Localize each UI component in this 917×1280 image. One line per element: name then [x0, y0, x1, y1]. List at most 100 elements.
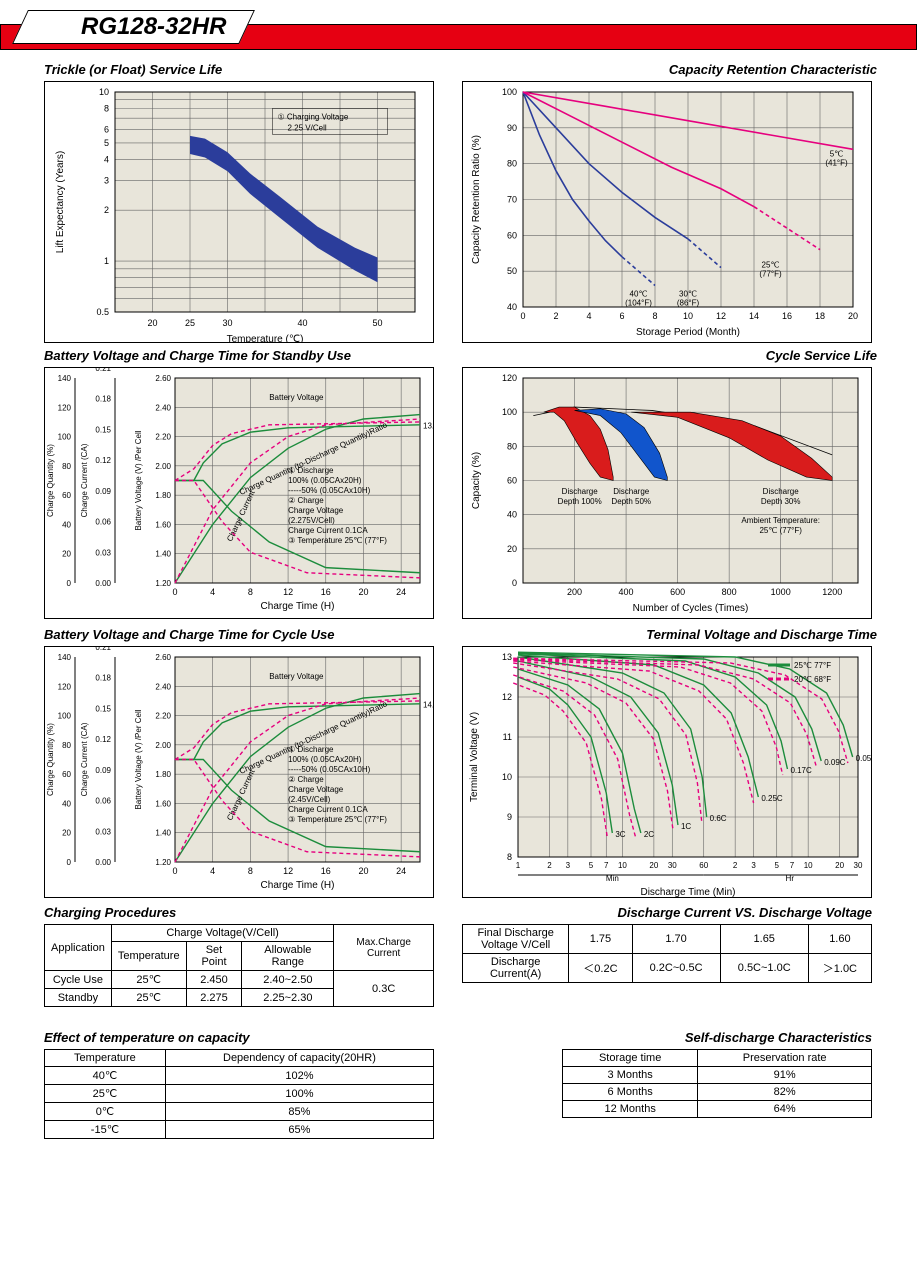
panel-selfd: Self-discharge Characteristics Storage t…	[562, 1030, 872, 1118]
svg-text:100: 100	[502, 407, 517, 417]
svg-text:60: 60	[62, 770, 71, 779]
svg-text:14: 14	[749, 311, 759, 321]
svg-text:25℃: 25℃	[762, 261, 780, 270]
svg-text:6: 6	[619, 311, 624, 321]
panel-cyclelife: Cycle Service Life 200400600800100012000…	[462, 348, 877, 619]
svg-text:Charge Time (H): Charge Time (H)	[261, 601, 335, 612]
svg-text:1.40: 1.40	[155, 550, 171, 559]
svg-text:30: 30	[222, 318, 232, 328]
svg-text:40: 40	[62, 799, 71, 808]
svg-text:Discharge: Discharge	[562, 487, 599, 496]
model-label: RG128-32HR	[81, 13, 226, 41]
svg-text:0.15: 0.15	[95, 425, 111, 434]
title-trickle: Trickle (or Float) Service Life	[44, 62, 439, 77]
svg-text:4: 4	[210, 587, 215, 597]
svg-text:0.18: 0.18	[95, 395, 111, 404]
svg-text:Depth 30%: Depth 30%	[761, 497, 801, 506]
svg-text:10: 10	[618, 861, 627, 870]
svg-text:50: 50	[507, 266, 517, 276]
svg-text:120: 120	[58, 403, 72, 412]
svg-text:2C: 2C	[644, 830, 654, 839]
svg-text:Charge Current 0.1CA: Charge Current 0.1CA	[288, 526, 368, 535]
panel-tempeff: Effect of temperature on capacity Temper…	[44, 1030, 434, 1139]
svg-text:Discharge Time (Min): Discharge Time (Min)	[640, 887, 735, 898]
svg-text:Storage Period (Month): Storage Period (Month)	[636, 327, 740, 338]
svg-text:0.09C: 0.09C	[824, 758, 846, 767]
svg-text:3: 3	[566, 861, 571, 870]
svg-text:Number of Cycles (Times): Number of Cycles (Times)	[633, 603, 749, 614]
svg-text:0.00: 0.00	[95, 579, 111, 588]
svg-text:1.40: 1.40	[155, 829, 171, 838]
svg-text:0.18: 0.18	[95, 674, 111, 683]
title-retention: Capacity Retention Characteristic	[462, 62, 877, 77]
svg-text:8: 8	[507, 852, 512, 862]
svg-text:30: 30	[668, 861, 677, 870]
svg-text:1200: 1200	[822, 587, 842, 597]
svg-text:11: 11	[503, 732, 512, 742]
chart-standby: 048121620240204060801001201400.000.030.0…	[45, 368, 434, 619]
svg-text:③ Temperature 25℃ (77°F): ③ Temperature 25℃ (77°F)	[288, 536, 387, 545]
svg-text:12: 12	[502, 692, 512, 702]
svg-text:1.80: 1.80	[155, 770, 171, 779]
svg-text:0.00: 0.00	[95, 858, 111, 867]
svg-text:20: 20	[358, 587, 368, 597]
svg-text:Battery Voltage: Battery Voltage	[269, 672, 324, 681]
svg-text:100: 100	[58, 712, 72, 721]
title-cyclecharge: Battery Voltage and Charge Time for Cycl…	[44, 627, 439, 642]
svg-text:24: 24	[396, 587, 406, 597]
svg-text:Charge Current (CA): Charge Current (CA)	[80, 443, 89, 517]
svg-text:12: 12	[716, 311, 726, 321]
svg-text:Battery Voltage (V) /Per Cell: Battery Voltage (V) /Per Cell	[134, 709, 143, 809]
svg-text:40: 40	[507, 302, 517, 312]
svg-text:20℃ 68°F: 20℃ 68°F	[794, 675, 831, 684]
svg-text:0.25C: 0.25C	[761, 794, 783, 803]
svg-text:Battery Voltage (V) /Per Cell: Battery Voltage (V) /Per Cell	[134, 430, 143, 530]
svg-text:0.17C: 0.17C	[790, 766, 812, 775]
svg-text:0: 0	[172, 587, 177, 597]
svg-text:60: 60	[699, 861, 708, 870]
svg-text:20: 20	[507, 544, 517, 554]
svg-text:20: 20	[649, 861, 658, 870]
svg-text:400: 400	[619, 587, 634, 597]
svg-text:16: 16	[782, 311, 792, 321]
svg-text:Capacity Retention Ratio (%): Capacity Retention Ratio (%)	[471, 135, 482, 264]
svg-text:0.03: 0.03	[95, 548, 111, 557]
svg-text:6: 6	[104, 125, 109, 135]
chart-retention: 0246810121416182040506070809010040℃(104°…	[463, 82, 872, 343]
svg-text:0: 0	[172, 866, 177, 876]
svg-text:0.5: 0.5	[96, 307, 109, 317]
svg-text:20: 20	[147, 318, 157, 328]
svg-text:4: 4	[104, 154, 109, 164]
svg-text:25℃ 77°F: 25℃ 77°F	[794, 661, 831, 670]
svg-text:8: 8	[104, 103, 109, 113]
svg-text:2: 2	[733, 861, 738, 870]
svg-text:10: 10	[804, 861, 813, 870]
svg-text:140: 140	[58, 374, 72, 383]
table-selfd: Storage timePreservation rate3 Months91%…	[562, 1049, 872, 1118]
svg-text:Charge Voltage: Charge Voltage	[288, 506, 344, 515]
svg-text:40: 40	[297, 318, 307, 328]
svg-text:2: 2	[553, 311, 558, 321]
svg-text:0.09: 0.09	[95, 766, 111, 775]
title-tempeff: Effect of temperature on capacity	[44, 1030, 434, 1045]
svg-text:140: 140	[58, 653, 72, 662]
svg-text:-----50% (0.05CAx10H): -----50% (0.05CAx10H)	[288, 765, 371, 774]
svg-text:0.6C: 0.6C	[710, 814, 727, 823]
svg-text:7: 7	[604, 861, 609, 870]
svg-text:1.20: 1.20	[155, 858, 171, 867]
svg-text:-----50% (0.05CAx10H): -----50% (0.05CAx10H)	[288, 486, 371, 495]
svg-text:0.21: 0.21	[95, 647, 111, 652]
svg-text:2.60: 2.60	[155, 653, 171, 662]
svg-text:200: 200	[567, 587, 582, 597]
svg-text:2.20: 2.20	[155, 712, 171, 721]
svg-text:Lift Expectancy (Years): Lift Expectancy (Years)	[55, 151, 66, 253]
svg-text:(77°F): (77°F)	[759, 270, 782, 279]
svg-text:5: 5	[104, 138, 109, 148]
panel-standby: Battery Voltage and Charge Time for Stan…	[44, 348, 439, 619]
title-chargeproc: Charging Procedures	[44, 905, 434, 920]
svg-text:Capacity (%): Capacity (%)	[471, 452, 482, 509]
svg-text:60: 60	[507, 230, 517, 240]
svg-text:② Charge: ② Charge	[288, 775, 324, 784]
svg-text:7: 7	[790, 861, 795, 870]
svg-text:9: 9	[507, 812, 512, 822]
